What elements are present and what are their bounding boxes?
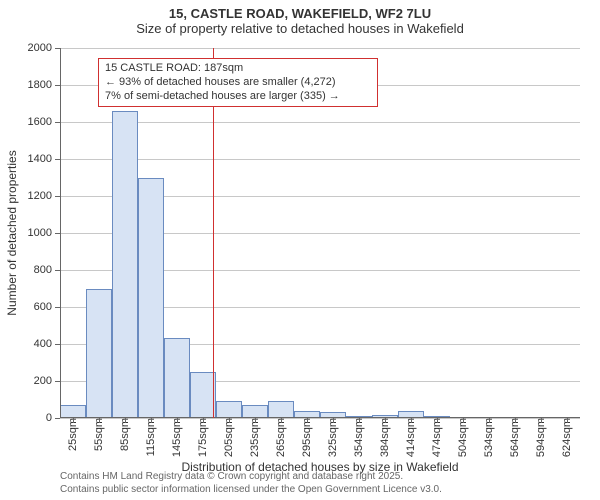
x-tick-label: 414sqm [405, 418, 417, 457]
footer-attribution: Contains HM Land Registry data © Crown c… [60, 471, 442, 496]
x-tick-mark [281, 418, 282, 423]
annotation-line: 7% of semi-detached houses are larger (3… [105, 90, 371, 104]
y-tick-label: 1400 [28, 153, 52, 165]
y-tick-label: 1200 [28, 190, 52, 202]
gridline [60, 122, 580, 123]
y-tick-label: 1800 [28, 79, 52, 91]
x-tick-label: 594sqm [535, 418, 547, 457]
x-tick-mark [359, 418, 360, 423]
histogram-bar [138, 178, 164, 419]
x-tick-mark [489, 418, 490, 423]
x-tick-label: 384sqm [379, 418, 391, 457]
y-axis-label: Number of detached properties [5, 150, 19, 315]
x-tick-label: 534sqm [483, 418, 495, 457]
y-tick-label: 0 [46, 412, 52, 424]
y-tick-label: 600 [34, 301, 52, 313]
x-tick-label: 354sqm [353, 418, 365, 457]
x-tick-mark [73, 418, 74, 423]
y-tick-label: 1600 [28, 116, 52, 128]
x-tick-mark [255, 418, 256, 423]
x-tick-mark [177, 418, 178, 423]
x-tick-label: 235sqm [249, 418, 261, 457]
x-tick-label: 624sqm [561, 418, 573, 457]
x-tick-label: 115sqm [145, 418, 157, 456]
footer-line2: Contains public sector information licen… [60, 484, 442, 497]
gridline [60, 159, 580, 160]
x-tick-mark [567, 418, 568, 423]
x-tick-label: 325sqm [327, 418, 339, 457]
x-tick-mark [307, 418, 308, 423]
plot-region: 020040060080010001200140016001800200025s… [60, 48, 580, 418]
title-line2: Size of property relative to detached ho… [0, 21, 600, 36]
histogram-bar [86, 289, 112, 419]
x-tick-label: 474sqm [431, 418, 443, 457]
x-axis-line [60, 417, 580, 418]
y-axis-line [60, 48, 61, 418]
x-tick-mark [151, 418, 152, 423]
x-tick-label: 265sqm [275, 418, 287, 457]
x-tick-mark [437, 418, 438, 423]
y-tick-label: 2000 [28, 42, 52, 54]
x-tick-mark [411, 418, 412, 423]
title-line1: 15, CASTLE ROAD, WAKEFIELD, WF2 7LU [0, 0, 600, 21]
x-tick-mark [541, 418, 542, 423]
x-tick-label: 175sqm [197, 418, 209, 457]
x-tick-mark [385, 418, 386, 423]
histogram-bar [112, 111, 138, 418]
annotation-box: 15 CASTLE ROAD: 187sqm← 93% of detached … [98, 58, 378, 107]
annotation-line: ← 93% of detached houses are smaller (4,… [105, 76, 371, 90]
y-tick-label: 400 [34, 338, 52, 350]
footer-line1: Contains HM Land Registry data © Crown c… [60, 471, 442, 484]
y-tick-label: 200 [34, 375, 52, 387]
y-tick-label: 800 [34, 264, 52, 276]
x-tick-mark [515, 418, 516, 423]
histogram-bar [268, 401, 294, 418]
histogram-bar [216, 401, 242, 418]
histogram-bar [164, 338, 190, 418]
x-tick-mark [203, 418, 204, 423]
x-tick-label: 504sqm [457, 418, 469, 457]
annotation-line: 15 CASTLE ROAD: 187sqm [105, 62, 371, 76]
x-tick-mark [229, 418, 230, 423]
chart-container: 15, CASTLE ROAD, WAKEFIELD, WF2 7LU Size… [0, 0, 600, 500]
x-tick-label: 295sqm [301, 418, 313, 457]
y-tick-mark [55, 418, 60, 419]
y-tick-label: 1000 [28, 227, 52, 239]
x-tick-label: 564sqm [509, 418, 521, 457]
chart-area: 020040060080010001200140016001800200025s… [60, 48, 580, 418]
histogram-bar [190, 372, 216, 418]
gridline [60, 48, 580, 49]
x-tick-mark [125, 418, 126, 423]
x-tick-mark [333, 418, 334, 423]
gridline [60, 418, 580, 419]
x-tick-label: 205sqm [223, 418, 235, 457]
x-tick-label: 145sqm [171, 418, 183, 457]
x-tick-mark [99, 418, 100, 423]
x-tick-mark [463, 418, 464, 423]
